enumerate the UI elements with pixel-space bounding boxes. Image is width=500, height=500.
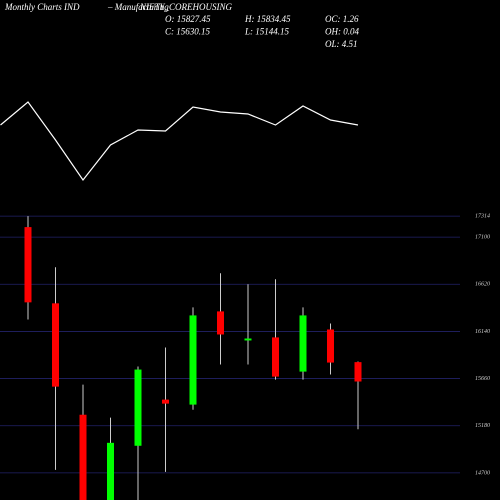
candle-body xyxy=(162,399,169,404)
ohlc-stat: L: 15144.15 xyxy=(244,27,290,37)
y-tick-label: 14700 xyxy=(475,469,490,476)
y-tick-label: 16620 xyxy=(475,282,490,288)
candle-body xyxy=(244,338,252,341)
chart-title: NIFTY_COREHOUSING xyxy=(139,2,233,12)
candle-body xyxy=(107,442,114,500)
candle-body xyxy=(79,414,87,500)
ohlc-stat: OC: 1.26 xyxy=(325,14,359,24)
subject: – Manufacturing xyxy=(107,2,169,12)
candle-body xyxy=(52,303,59,387)
y-tick-label: 15660 xyxy=(475,376,490,382)
page-label: Monthly Charts IND xyxy=(4,2,80,12)
y-tick-label: 17314 xyxy=(475,212,490,219)
candle-body xyxy=(24,227,32,303)
indicator-line xyxy=(0,101,359,182)
y-tick-label: 16140 xyxy=(475,328,490,335)
candle-body xyxy=(134,369,142,446)
candle-body xyxy=(217,311,224,335)
candle-body xyxy=(354,362,362,382)
candle-body xyxy=(189,315,197,405)
candle-body xyxy=(327,329,334,363)
ohlc-stat: C: 15630.15 xyxy=(165,27,211,37)
ohlc-stat: H: 15834.45 xyxy=(244,14,291,24)
y-tick-label: 15180 xyxy=(475,423,490,429)
ohlc-stat: O: 15827.45 xyxy=(165,14,211,24)
candle-body xyxy=(299,315,307,372)
ohlc-stat: OH: 0.04 xyxy=(325,27,359,37)
y-tick-label: 17100 xyxy=(475,234,490,240)
ohlc-stat: OL: 4.51 xyxy=(325,39,358,49)
candle-body xyxy=(272,337,279,377)
